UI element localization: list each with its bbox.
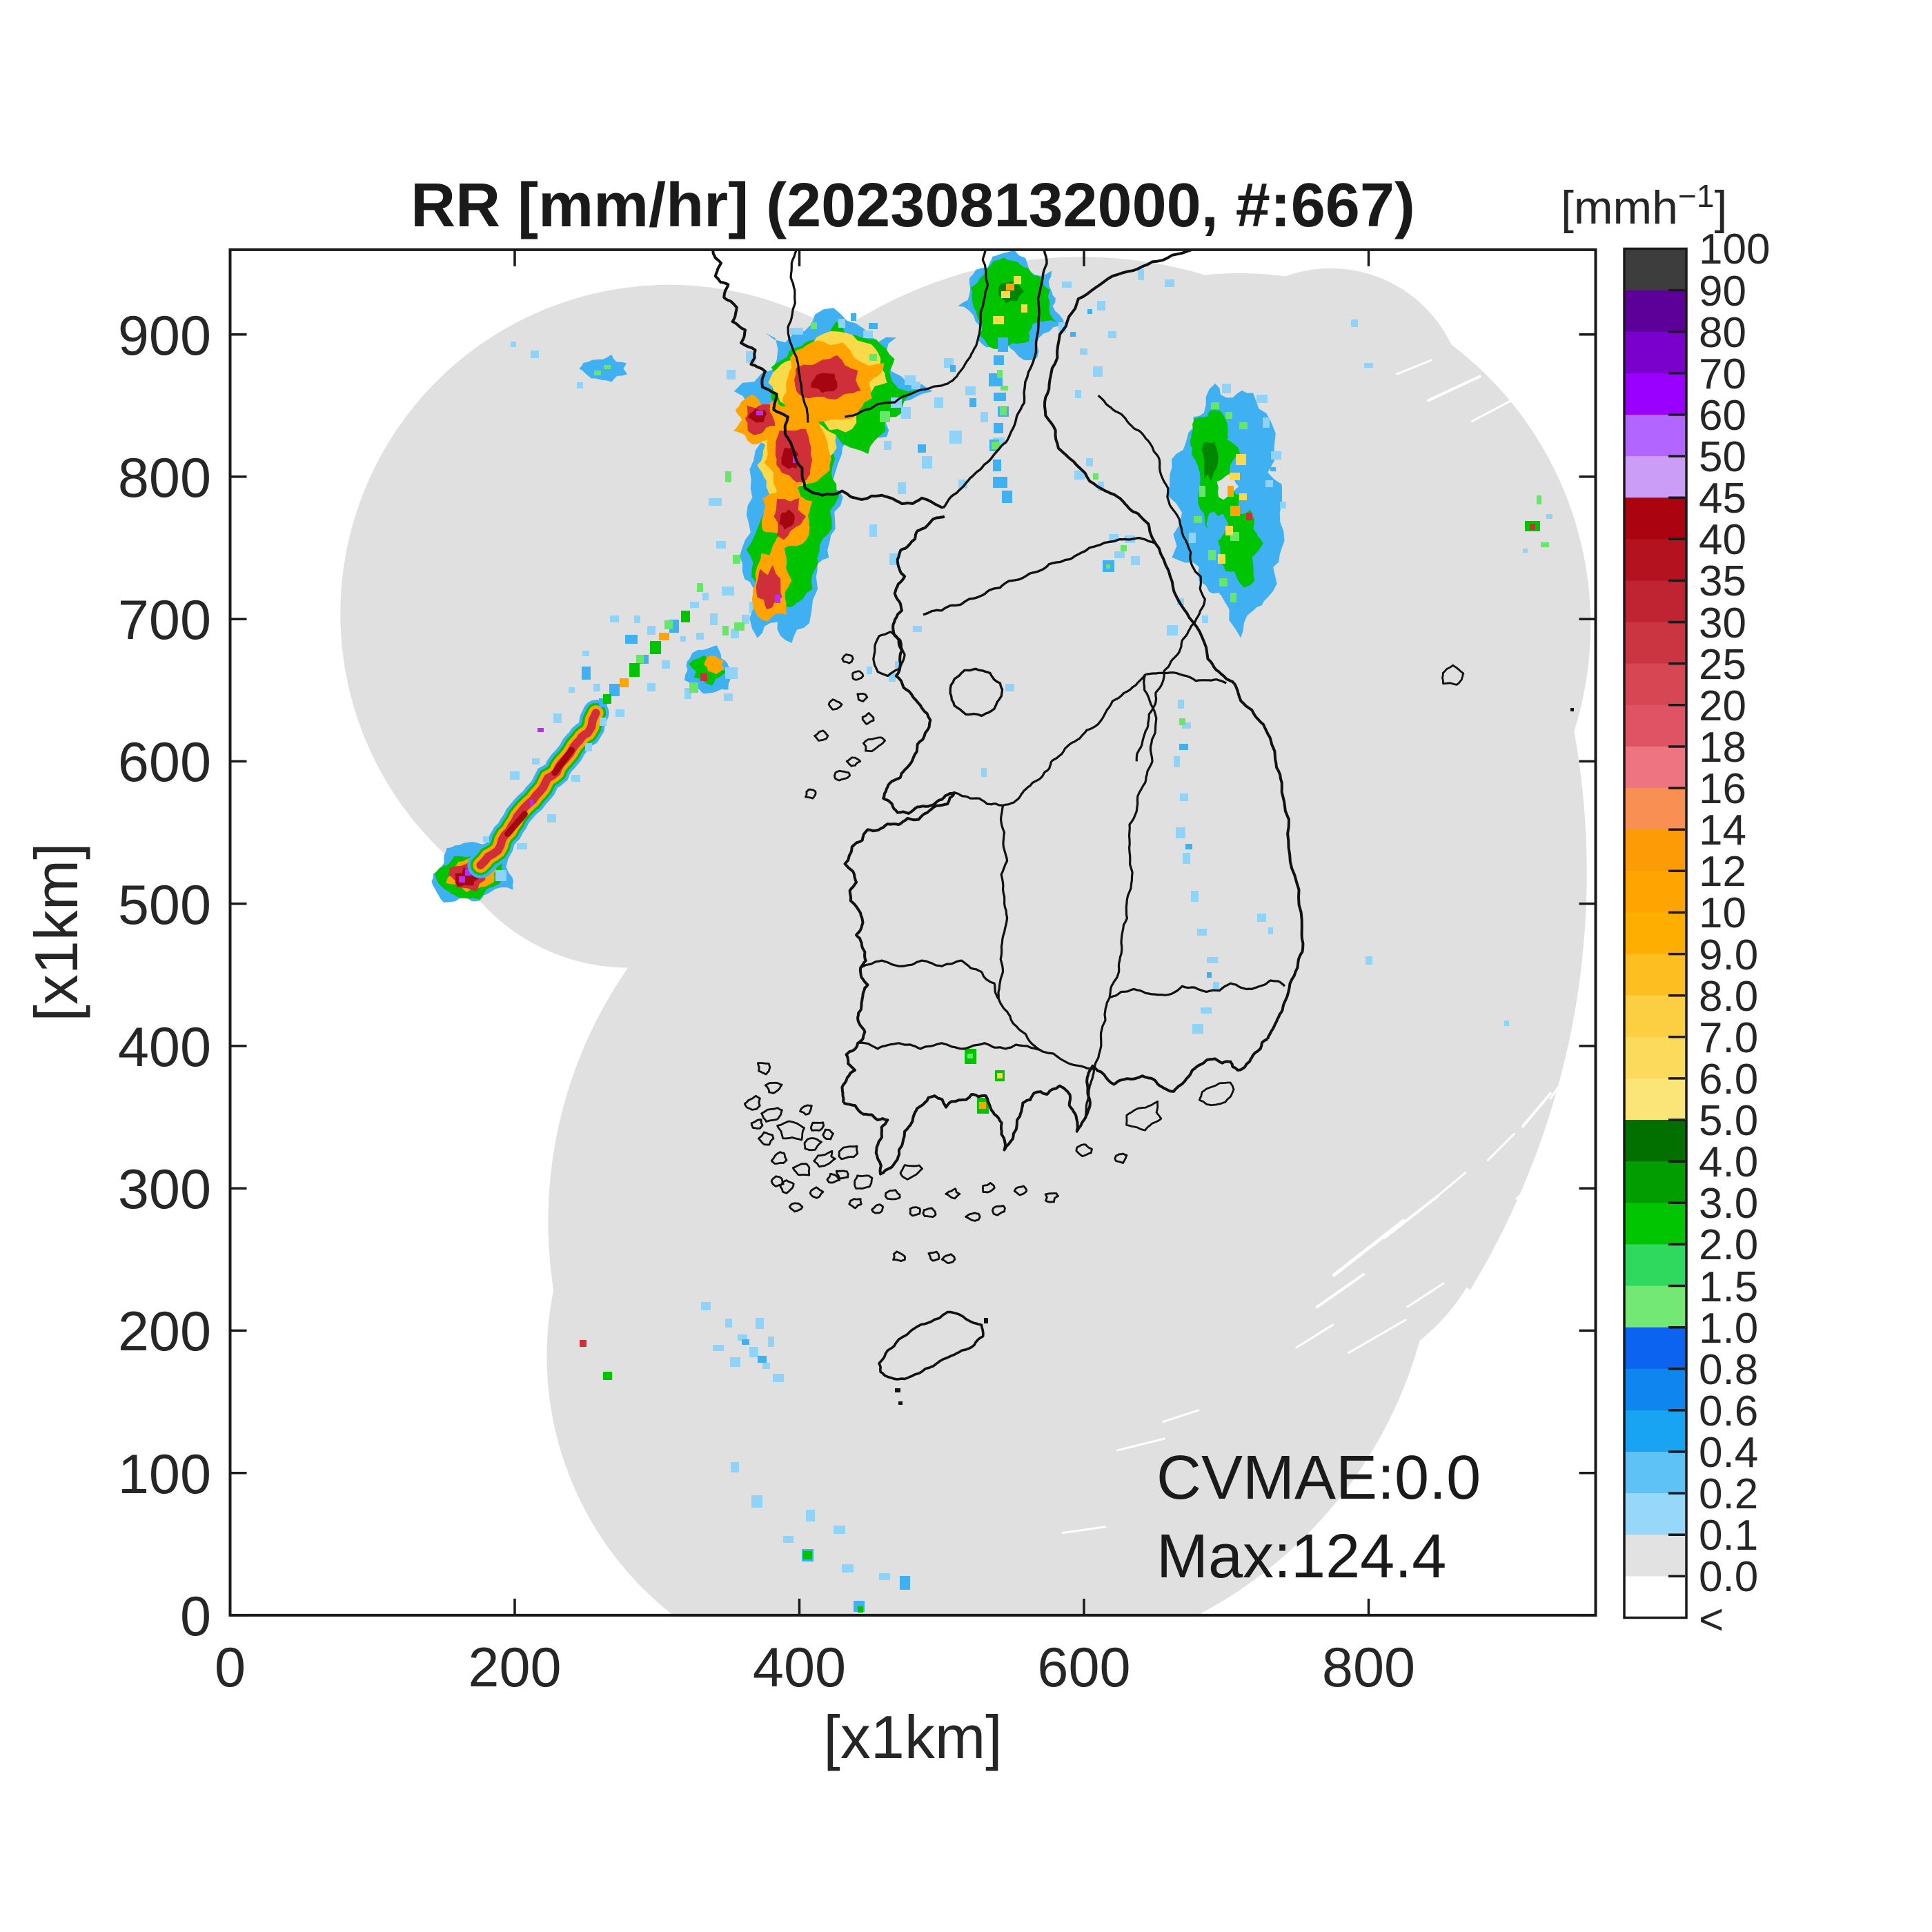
svg-text:25: 25: [1699, 641, 1746, 689]
svg-text:5.0: 5.0: [1699, 1097, 1758, 1145]
svg-text:7.0: 7.0: [1699, 1014, 1758, 1062]
svg-text:400: 400: [753, 1637, 846, 1699]
svg-text:0.2: 0.2: [1699, 1470, 1758, 1518]
svg-text:3.0: 3.0: [1699, 1180, 1758, 1228]
svg-text:200: 200: [468, 1637, 561, 1699]
svg-text:70: 70: [1699, 351, 1746, 398]
svg-text:0: 0: [180, 1586, 211, 1648]
svg-text:Max:124.4: Max:124.4: [1156, 1522, 1446, 1591]
svg-text:[x1km]: [x1km]: [823, 1703, 1002, 1771]
svg-text:0.8: 0.8: [1699, 1346, 1758, 1394]
svg-text:900: 900: [118, 305, 211, 367]
svg-text:2.0: 2.0: [1699, 1221, 1758, 1269]
svg-text:0: 0: [215, 1637, 246, 1699]
svg-text:0.4: 0.4: [1699, 1429, 1758, 1477]
svg-text:100: 100: [118, 1443, 211, 1506]
svg-text:0.1: 0.1: [1699, 1512, 1758, 1559]
svg-text:0.6: 0.6: [1699, 1388, 1758, 1435]
svg-text:0.0: 0.0: [1699, 1553, 1758, 1601]
svg-text:30: 30: [1699, 600, 1746, 647]
svg-text:16: 16: [1699, 765, 1746, 813]
svg-text:700: 700: [118, 589, 211, 651]
svg-text:40: 40: [1699, 516, 1746, 564]
svg-text:600: 600: [118, 731, 211, 793]
svg-text:4.0: 4.0: [1699, 1138, 1758, 1186]
svg-text:<: <: [1699, 1596, 1724, 1644]
svg-text:12: 12: [1699, 848, 1746, 896]
svg-text:90: 90: [1699, 268, 1746, 315]
svg-text:45: 45: [1699, 475, 1746, 522]
svg-text:RR [mm/hr] (202308132000, #:66: RR [mm/hr] (202308132000, #:667): [411, 171, 1415, 240]
svg-text:9.0: 9.0: [1699, 931, 1758, 979]
svg-text:600: 600: [1037, 1637, 1130, 1699]
svg-text:400: 400: [118, 1016, 211, 1078]
svg-text:200: 200: [118, 1301, 211, 1363]
svg-text:300: 300: [118, 1159, 211, 1221]
svg-text:50: 50: [1699, 433, 1746, 481]
svg-text:1.5: 1.5: [1699, 1263, 1758, 1311]
svg-text:800: 800: [1322, 1637, 1415, 1699]
svg-text:35: 35: [1699, 558, 1746, 605]
svg-text:6.0: 6.0: [1699, 1056, 1758, 1103]
svg-text:[x1km]: [x1km]: [22, 842, 90, 1021]
svg-text:20: 20: [1699, 682, 1746, 730]
svg-text:18: 18: [1699, 724, 1746, 771]
svg-text:100: 100: [1699, 226, 1770, 273]
svg-text:80: 80: [1699, 309, 1746, 357]
svg-text:CVMAE:0.0: CVMAE:0.0: [1156, 1443, 1481, 1512]
svg-text:1.0: 1.0: [1699, 1305, 1758, 1352]
svg-text:8.0: 8.0: [1699, 973, 1758, 1021]
svg-text:10: 10: [1699, 889, 1746, 937]
svg-text:14: 14: [1699, 807, 1746, 854]
svg-text:500: 500: [118, 874, 211, 936]
svg-text:60: 60: [1699, 392, 1746, 440]
svg-text:800: 800: [118, 447, 211, 509]
